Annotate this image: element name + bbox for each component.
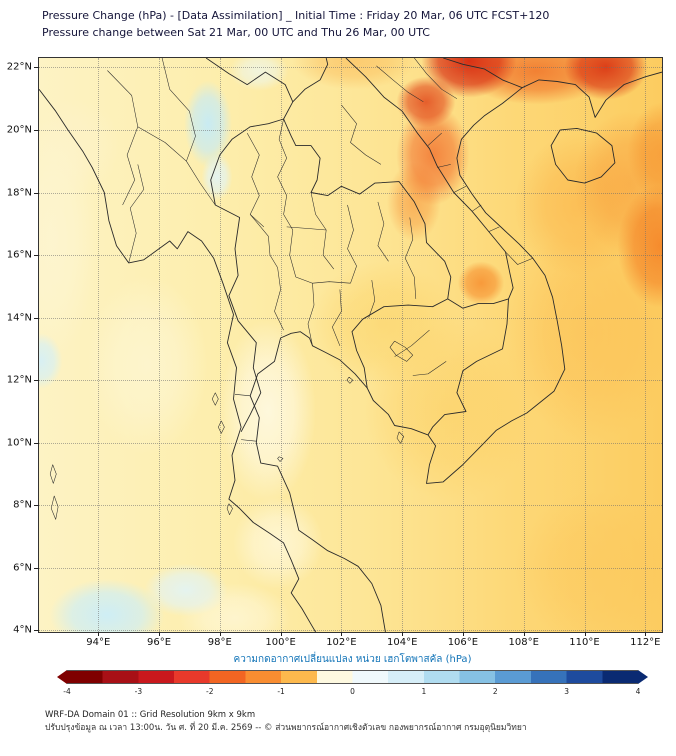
colorbar-tick-label: 4 <box>635 687 641 696</box>
colorbar <box>57 670 648 684</box>
gridline-longitude <box>645 58 647 632</box>
x-axis-tick <box>219 632 221 636</box>
x-axis-tick <box>523 632 525 636</box>
y-axis-tick-label: 18°N <box>6 187 32 198</box>
y-axis-tick-label: 22°N <box>6 61 32 73</box>
figure-title-line1: Pressure Change (hPa) - [Data Assimilati… <box>42 9 550 22</box>
figure-footer: WRF-DA Domain 01 :: Grid Resolution 9km … <box>45 709 527 735</box>
gridline-latitude <box>39 129 662 131</box>
colorbar-right-arrow <box>638 670 648 684</box>
y-axis-tick <box>34 442 39 444</box>
y-axis-tick-label: 6°N <box>13 562 32 574</box>
colorbar-gradient-bar <box>67 670 638 684</box>
y-axis-tick-label: 8°N <box>13 499 32 511</box>
gridline-latitude <box>39 317 662 319</box>
footer-domain-info: WRF-DA Domain 01 :: Grid Resolution 9km … <box>45 710 256 720</box>
x-axis-tick-label: 96°E <box>146 637 172 648</box>
map-plot-area: 94°E 96°E 98°E 100°E 102°E 104°E 106°E 108°E 110… <box>7 57 663 648</box>
gridline-longitude <box>523 58 525 632</box>
gridline-latitude <box>39 567 662 569</box>
gridline-latitude <box>39 630 662 632</box>
gridline-longitude <box>462 58 464 632</box>
x-axis-tick <box>584 632 586 636</box>
y-axis-tick <box>34 129 39 131</box>
y-axis-tick-label: 10°N <box>6 437 32 449</box>
gridline-latitude <box>39 380 662 382</box>
x-axis-tick-label: 104°E <box>386 637 418 648</box>
gridline-latitude <box>39 255 662 257</box>
footer-update-info: ปรับปรุงข้อมูล ณ เวลา 13:00น. วัน ศ. ที่… <box>45 723 527 733</box>
figure-title-line2: Pressure change between Sat 21 Mar, 00 U… <box>42 26 430 39</box>
gridline-longitude <box>219 58 221 632</box>
colorbar-tick-label: 1 <box>421 687 427 696</box>
gridline-longitude <box>584 58 586 632</box>
gridline-longitude <box>341 58 343 632</box>
y-axis-tick <box>34 630 39 632</box>
y-axis-tick-label: 12°N <box>6 374 32 386</box>
y-axis-tick <box>34 567 39 569</box>
y-axis-tick <box>34 380 39 382</box>
y-axis-tick <box>34 505 39 507</box>
colorbar-tick-label: 0 <box>350 687 355 696</box>
colorbar-left-arrow <box>57 670 67 684</box>
colorbar-tick-label: 2 <box>492 687 498 696</box>
colorbar-tick-label: -1 <box>277 687 285 696</box>
x-axis-tick-label: 100°E <box>265 637 296 648</box>
gridline-latitude <box>39 442 662 444</box>
y-axis-tick-label: 4°N <box>13 624 32 636</box>
x-axis-tick <box>402 632 404 636</box>
gridline-longitude <box>402 58 404 632</box>
y-axis-tick-label: 20°N <box>6 124 32 136</box>
y-axis-tick-label: 14°N <box>6 312 32 324</box>
colorbar-tick-label: -4 <box>63 687 71 696</box>
y-axis-tick <box>34 192 39 194</box>
gridline-latitude <box>39 505 662 507</box>
colorbar-tick-label: -3 <box>134 687 143 696</box>
gridline-longitude <box>98 58 100 632</box>
x-axis-tick <box>98 632 100 636</box>
gridline-longitude <box>159 58 160 632</box>
x-axis-tick <box>462 632 464 636</box>
pressure-change-color-field <box>39 58 662 632</box>
x-axis-tick-label: 110°E <box>569 637 600 648</box>
x-axis-tick-label: 112°E <box>630 637 661 648</box>
x-axis-tick <box>645 632 647 636</box>
x-axis-tick <box>341 632 343 636</box>
x-axis-tick-label: 98°E <box>207 637 232 648</box>
colorbar-label: ความกดอากาศเปลี่ยนแปลง หน่วย เฮกโตพาสคัล… <box>233 654 472 665</box>
gridline-longitude <box>280 58 282 632</box>
y-axis-tick <box>34 317 39 319</box>
figure-titles: Pressure Change (hPa) - [Data Assimilati… <box>42 7 549 41</box>
y-axis-tick-label: 16°N <box>6 249 32 261</box>
y-axis-tick <box>34 67 39 69</box>
colorbar-tick-labels: -4 -3 -2 -1 0 1 2 3 4 <box>57 687 648 697</box>
x-axis-tick-label: 102°E <box>326 637 357 648</box>
x-axis-tick <box>280 632 282 636</box>
colorbar-tick-label: -2 <box>206 687 214 696</box>
colorbar-tick-label: 3 <box>564 687 569 696</box>
x-axis-tick-label: 108°E <box>508 637 539 648</box>
x-axis-tick-label: 94°E <box>86 637 111 648</box>
gridline-latitude <box>39 67 662 69</box>
y-axis-tick <box>34 255 39 257</box>
x-axis-tick-label: 106°E <box>447 637 479 648</box>
x-axis-tick <box>159 632 160 636</box>
gridline-latitude <box>39 192 662 194</box>
